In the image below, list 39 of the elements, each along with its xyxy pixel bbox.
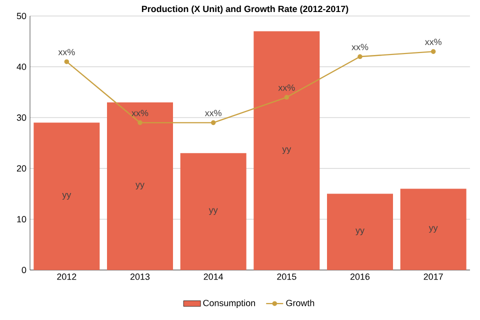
bar [327,194,393,270]
data-label: yy [428,226,438,233]
data-label: yy [136,182,144,190]
point [284,94,290,100]
bar [400,188,466,270]
legend-label: Consumption [203,300,255,308]
x-tick-label: 2013 [130,274,150,280]
point [430,49,436,54]
y-tick-label: 30 [16,114,26,121]
x-tick-label: 2017 [424,274,443,280]
chart-title: Production (X Unit) and Growth Rate (2012-2017) [142,6,348,14]
data-label: yy [62,193,72,200]
y-tick-label: 0 [22,266,26,274]
point [358,54,362,60]
x-tick-label: 2015 [277,274,296,280]
x-tick-label: 2014 [204,274,224,280]
data-label: yy [356,228,364,236]
point [64,59,70,64]
data-label: xx% [352,44,368,50]
data-label: xx% [424,38,442,46]
data-label: xx% [58,48,75,56]
data-label: yy [282,147,292,154]
point [210,120,216,126]
y-tick-label: 20 [16,165,26,172]
bar [180,153,246,270]
point [138,120,142,126]
data-label: yy [208,208,218,215]
y-tick-label: 50 [16,12,26,20]
bar [34,122,100,270]
bar [254,31,320,270]
x-tick-label: 2016 [350,274,370,280]
bar [107,102,173,270]
data-label: xx% [204,110,222,116]
y-tick-label: 10 [17,216,26,222]
legend-label: Growth [286,300,314,306]
y-tick-label: 40 [16,64,26,70]
data-label: xx% [278,84,295,91]
x-tick-label: 2012 [57,274,76,280]
data-label: xx% [132,110,148,116]
